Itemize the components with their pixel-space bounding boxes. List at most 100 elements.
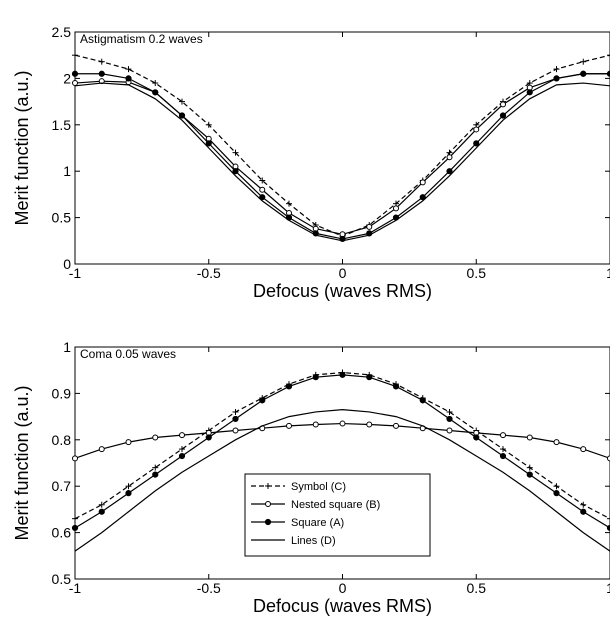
series-group <box>71 52 610 243</box>
data-point <box>72 515 78 522</box>
data-point <box>232 415 239 423</box>
data-point <box>553 483 560 490</box>
y-axis-title: Merit function (a.u.) <box>12 385 32 540</box>
x-tick-label: -0.5 <box>197 580 221 596</box>
legend-marker <box>265 501 271 507</box>
data-point <box>125 75 132 82</box>
legend: Symbol (C) Nested square (B) Square (A) Lin… <box>244 473 431 557</box>
data-point <box>152 434 159 441</box>
data-point <box>71 70 79 77</box>
data-point <box>366 374 373 381</box>
data-point <box>125 483 132 490</box>
y-tick-label: 0.9 <box>52 385 72 401</box>
y-tick-label: 0.5 <box>52 571 72 587</box>
data-point <box>607 455 610 462</box>
data-point <box>526 89 533 96</box>
panel-title: Coma 0.05 waves <box>80 347 176 361</box>
data-point <box>98 446 105 453</box>
data-point <box>393 205 399 212</box>
panel-coma: Coma 0.05 waves -1 -0.5 0 0.5 1 0.5 0.6 0.7 0.8 0… <box>12 339 610 616</box>
data-point <box>366 223 373 230</box>
data-point <box>419 397 426 404</box>
data-point <box>500 432 506 439</box>
data-point <box>393 422 399 429</box>
y-tick-label: 1.5 <box>52 117 72 133</box>
axis-ticks: -1 -0.5 0 0.5 1 0 0.5 1 1.5 2 2.5 <box>52 24 610 281</box>
data-point <box>526 434 533 441</box>
series-line <box>74 409 610 552</box>
data-point <box>125 439 132 446</box>
data-point <box>178 112 186 119</box>
axis-ticks: -1 -0.5 0 0.5 1 0.5 0.6 0.7 0.8 0.9 1 <box>52 339 610 596</box>
data-point <box>499 452 507 460</box>
data-point <box>446 415 453 423</box>
data-point <box>339 420 346 427</box>
data-point <box>607 52 610 59</box>
x-tick-label: 1 <box>606 265 610 281</box>
data-point <box>259 177 266 184</box>
y-tick-label: 0.7 <box>52 478 72 494</box>
y-tick-label: 0.6 <box>52 525 72 541</box>
data-point <box>179 432 185 439</box>
x-tick-label: 0.5 <box>467 265 487 281</box>
legend-marker <box>265 483 271 489</box>
data-point <box>179 446 185 453</box>
legend-entry: Square (A) <box>251 517 344 529</box>
plot-frame <box>74 31 610 265</box>
x-tick-label: 0.5 <box>467 580 487 596</box>
x-tick-label: -0.5 <box>197 265 221 281</box>
data-point <box>72 455 78 462</box>
data-point <box>152 89 159 96</box>
y-tick-label: 1 <box>63 339 71 355</box>
data-point <box>580 58 587 65</box>
data-point <box>205 140 212 147</box>
y-tick-label: 1 <box>63 163 71 179</box>
data-point <box>500 446 506 453</box>
data-point <box>152 464 159 471</box>
data-point <box>232 168 239 175</box>
x-tick-label: -1 <box>69 265 82 281</box>
series-line <box>74 422 610 459</box>
legend-label: Nested square (B) <box>291 499 380 511</box>
x-axis-title: Defocus (waves RMS) <box>253 596 432 616</box>
x-tick-label: 1 <box>606 580 610 596</box>
data-point <box>446 168 453 175</box>
data-point <box>499 112 507 119</box>
data-point <box>72 80 78 87</box>
data-point <box>473 434 480 441</box>
data-point <box>446 408 453 415</box>
x-tick-label: 0 <box>339 265 347 281</box>
data-point <box>179 98 185 105</box>
data-point <box>125 490 132 497</box>
data-point <box>339 371 346 378</box>
data-point <box>419 194 426 201</box>
y-tick-label: 2.5 <box>52 24 72 40</box>
data-point <box>312 421 319 428</box>
legend-label: Symbol (C) <box>291 481 346 493</box>
data-point <box>607 515 610 522</box>
legend-entry: Symbol (C) <box>251 481 346 493</box>
x-tick-label: -1 <box>69 580 82 596</box>
legend-entry: Nested square (B) <box>251 499 380 511</box>
data-point <box>553 75 560 82</box>
series-group <box>71 369 610 552</box>
data-point <box>232 149 239 156</box>
data-point <box>366 421 373 428</box>
data-point <box>606 524 610 532</box>
data-point <box>98 58 105 65</box>
data-point <box>286 422 292 429</box>
y-tick-label: 0.8 <box>52 432 72 448</box>
panel-title: Astigmatism 0.2 waves <box>80 32 203 46</box>
data-point <box>286 200 292 207</box>
data-point <box>152 80 159 87</box>
data-point <box>419 179 426 186</box>
data-point <box>259 194 266 201</box>
data-point <box>205 434 212 441</box>
data-point <box>580 446 587 453</box>
data-point <box>553 439 560 446</box>
data-point <box>98 508 105 515</box>
y-tick-label: 0 <box>63 256 71 272</box>
data-point <box>606 70 610 77</box>
data-point <box>98 78 105 85</box>
